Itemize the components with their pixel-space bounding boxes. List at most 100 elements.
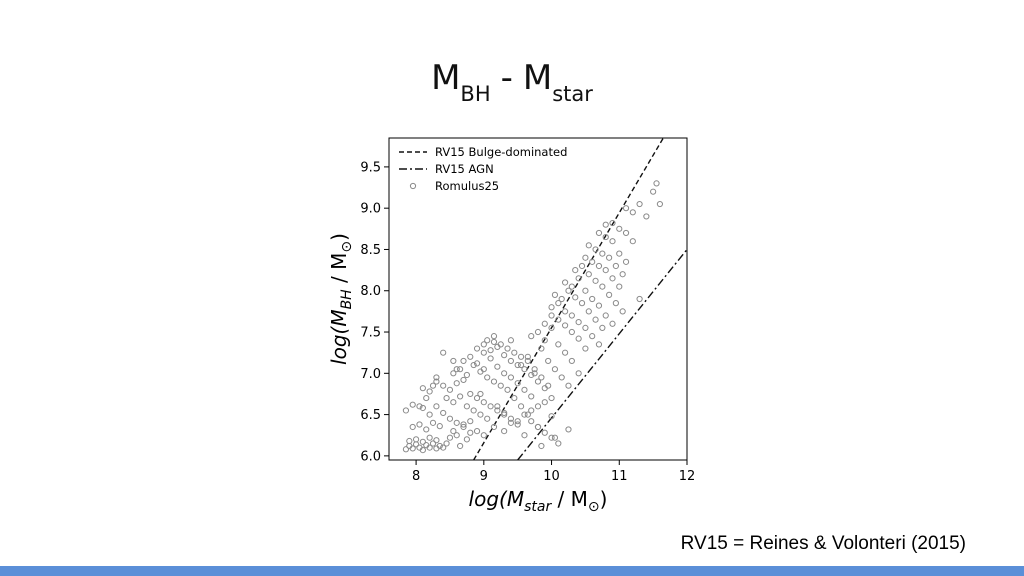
data-point bbox=[528, 333, 535, 340]
data-point bbox=[551, 291, 559, 298]
data-point bbox=[480, 366, 487, 373]
data-point bbox=[473, 360, 481, 367]
data-point bbox=[426, 444, 433, 451]
data-point bbox=[561, 322, 569, 329]
data-point bbox=[480, 349, 487, 356]
data-point bbox=[453, 419, 460, 426]
x-tick-label: 8 bbox=[412, 469, 420, 484]
title-sub-star: star bbox=[552, 82, 593, 106]
data-point bbox=[565, 426, 572, 433]
data-point bbox=[450, 399, 457, 406]
data-point bbox=[568, 312, 575, 319]
y-tick-label: 8.0 bbox=[360, 284, 381, 299]
data-point bbox=[636, 200, 643, 208]
data-point bbox=[426, 411, 433, 418]
data-point bbox=[575, 335, 582, 342]
data-point bbox=[612, 262, 619, 270]
data-point bbox=[609, 219, 616, 227]
data-point bbox=[477, 411, 484, 418]
data-point bbox=[484, 374, 491, 381]
x-tick-label: 12 bbox=[679, 469, 696, 484]
data-point bbox=[524, 353, 531, 360]
data-point bbox=[504, 345, 511, 352]
x-tick-label: 9 bbox=[480, 469, 488, 484]
data-point bbox=[501, 409, 508, 417]
data-point bbox=[419, 438, 426, 445]
data-point bbox=[463, 436, 470, 443]
data-point bbox=[541, 337, 548, 344]
data-point bbox=[433, 378, 440, 385]
data-point bbox=[460, 376, 467, 384]
data-point bbox=[585, 308, 592, 315]
data-point bbox=[555, 316, 562, 323]
data-point bbox=[568, 328, 575, 336]
data-point bbox=[480, 432, 487, 439]
data-point bbox=[446, 386, 454, 393]
data-point bbox=[517, 353, 525, 360]
data-point bbox=[599, 324, 606, 331]
data-point bbox=[602, 267, 609, 274]
data-point bbox=[548, 434, 555, 441]
data-point bbox=[568, 283, 575, 290]
data-point bbox=[501, 352, 508, 359]
title-m1: M bbox=[431, 58, 461, 98]
data-point bbox=[429, 440, 437, 447]
data-point bbox=[612, 300, 619, 307]
data-point bbox=[494, 403, 501, 410]
data-point bbox=[490, 423, 498, 431]
data-point bbox=[453, 432, 460, 439]
legend-label-0: RV15 Bulge-dominated bbox=[435, 145, 567, 159]
x-tick-label: 11 bbox=[611, 469, 628, 484]
data-point bbox=[606, 291, 613, 298]
y-tick-label: 6.5 bbox=[360, 408, 381, 423]
data-point bbox=[622, 229, 630, 237]
data-point bbox=[507, 415, 515, 422]
data-point bbox=[551, 434, 559, 441]
data-point bbox=[480, 341, 487, 348]
data-point bbox=[412, 436, 420, 443]
y-tick-label: 8.5 bbox=[360, 243, 381, 258]
data-point bbox=[521, 386, 528, 393]
data-point bbox=[467, 418, 474, 425]
data-point bbox=[609, 320, 616, 327]
data-point bbox=[582, 345, 589, 352]
data-point bbox=[548, 324, 555, 331]
data-point bbox=[528, 371, 535, 379]
data-point bbox=[494, 363, 501, 370]
data-point bbox=[484, 415, 491, 422]
data-point bbox=[467, 390, 474, 398]
y-tick-label: 6.0 bbox=[360, 449, 381, 464]
data-point bbox=[429, 382, 437, 389]
data-point bbox=[538, 374, 545, 381]
data-point bbox=[548, 394, 555, 402]
title-separator: - bbox=[500, 58, 513, 98]
data-point bbox=[467, 429, 474, 436]
data-point bbox=[622, 205, 630, 212]
data-point bbox=[534, 403, 542, 410]
x-tick-label: 10 bbox=[543, 469, 560, 484]
data-point bbox=[572, 294, 579, 301]
data-point bbox=[589, 295, 596, 303]
data-point bbox=[446, 434, 454, 441]
data-point bbox=[433, 437, 440, 444]
data-point bbox=[545, 382, 552, 389]
data-point bbox=[585, 271, 592, 278]
data-point bbox=[538, 442, 545, 450]
data-point bbox=[460, 357, 467, 365]
data-point bbox=[656, 200, 664, 208]
data-point bbox=[440, 382, 447, 389]
scatter-plot: 8 9 10 11 12 6.0 6.5 7.0 7.5 8.0 8.5 9.0 9.5 log(Msta… bbox=[327, 137, 696, 515]
data-point bbox=[409, 445, 416, 452]
data-point bbox=[507, 374, 515, 381]
data-point bbox=[619, 271, 626, 278]
data-point bbox=[555, 300, 562, 307]
data-point bbox=[575, 319, 582, 326]
data-point bbox=[575, 370, 582, 377]
data-point bbox=[473, 394, 481, 402]
data-point bbox=[490, 378, 498, 385]
y-axis-label: log(MBH / M⊙) bbox=[327, 233, 355, 365]
data-point bbox=[595, 262, 603, 270]
data-point bbox=[460, 423, 467, 431]
data-point bbox=[578, 300, 586, 307]
data-point bbox=[473, 428, 481, 435]
